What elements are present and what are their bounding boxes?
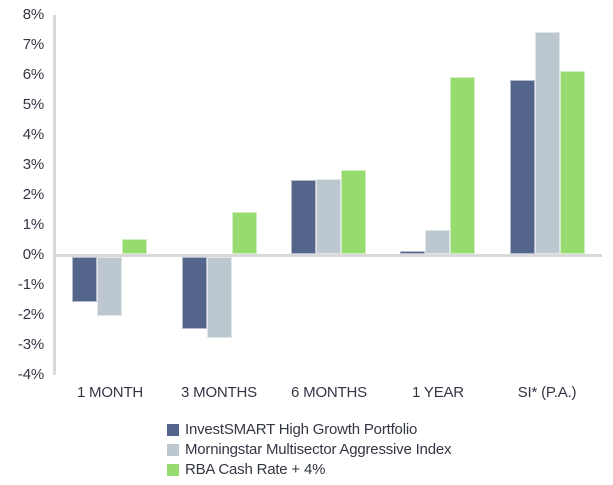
y-axis-tick-label: -2% — [17, 306, 44, 323]
bar-series0-cat2 — [291, 180, 316, 254]
y-axis-tick-label: 3% — [22, 156, 44, 173]
legend-item: InvestSMART High Growth Portfolio — [167, 420, 451, 440]
y-axis-tick-label: 7% — [22, 36, 44, 53]
legend-item-label: Morningstar Multisector Aggressive Index — [185, 441, 452, 458]
bar-series1-cat3 — [425, 230, 450, 254]
bar-series2-cat3 — [450, 77, 475, 254]
bar-series0-cat4 — [510, 80, 535, 254]
x-axis-category-label: 1 MONTH — [76, 384, 144, 401]
y-axis-tick-label: 2% — [22, 186, 44, 203]
zero-baseline — [53, 254, 602, 257]
bar-series0-cat3 — [400, 251, 425, 254]
y-axis-tick-label: -3% — [17, 336, 44, 353]
legend: InvestSMART High Growth Portfolio Morning… — [167, 420, 451, 480]
bar-series2-cat4 — [560, 71, 585, 254]
legend-color-swatch-icon — [167, 464, 179, 476]
y-axis-tick-label: 5% — [22, 96, 44, 113]
y-axis-tick-label: 6% — [22, 66, 44, 83]
y-axis-tick-label: 4% — [22, 126, 44, 143]
y-axis-tick-label: 1% — [22, 216, 44, 233]
x-axis-category-label: 1 YEAR — [412, 384, 464, 401]
x-axis-category-label: SI* (P.A.) — [517, 384, 577, 401]
bar-series1-cat2 — [316, 179, 341, 254]
legend-item: RBA Cash Rate + 4% — [167, 460, 451, 480]
bar-series2-cat0 — [122, 239, 147, 254]
y-axis-line — [53, 15, 56, 375]
bar-series0-cat1 — [182, 257, 207, 329]
y-axis-tick-label: 0% — [22, 246, 44, 263]
bar-series2-cat2 — [341, 170, 366, 254]
y-axis-tick-label: -4% — [17, 366, 44, 383]
legend-item-label: RBA Cash Rate + 4% — [185, 461, 326, 478]
legend-item-label: InvestSMART High Growth Portfolio — [185, 421, 418, 438]
bar-series1-cat0 — [97, 257, 122, 316]
x-axis-category-label: 6 MONTHS — [291, 384, 367, 401]
legend-color-swatch-icon — [167, 444, 179, 456]
legend-item: Morningstar Multisector Aggressive Index — [167, 440, 451, 460]
y-axis-tick-label: 8% — [22, 6, 44, 23]
bar-series1-cat4 — [535, 32, 560, 254]
bar-series2-cat1 — [232, 212, 257, 254]
legend-color-swatch-icon — [167, 424, 179, 436]
x-axis-category-label: 3 MONTHS — [181, 384, 257, 401]
bar-series0-cat0 — [72, 257, 97, 302]
y-axis-tick-label: -1% — [17, 276, 44, 293]
bar-series1-cat1 — [207, 257, 232, 338]
